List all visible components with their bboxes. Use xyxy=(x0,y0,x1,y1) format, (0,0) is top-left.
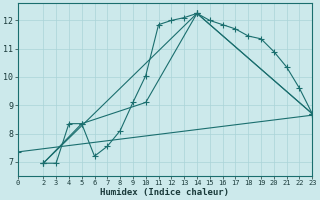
X-axis label: Humidex (Indice chaleur): Humidex (Indice chaleur) xyxy=(100,188,229,197)
